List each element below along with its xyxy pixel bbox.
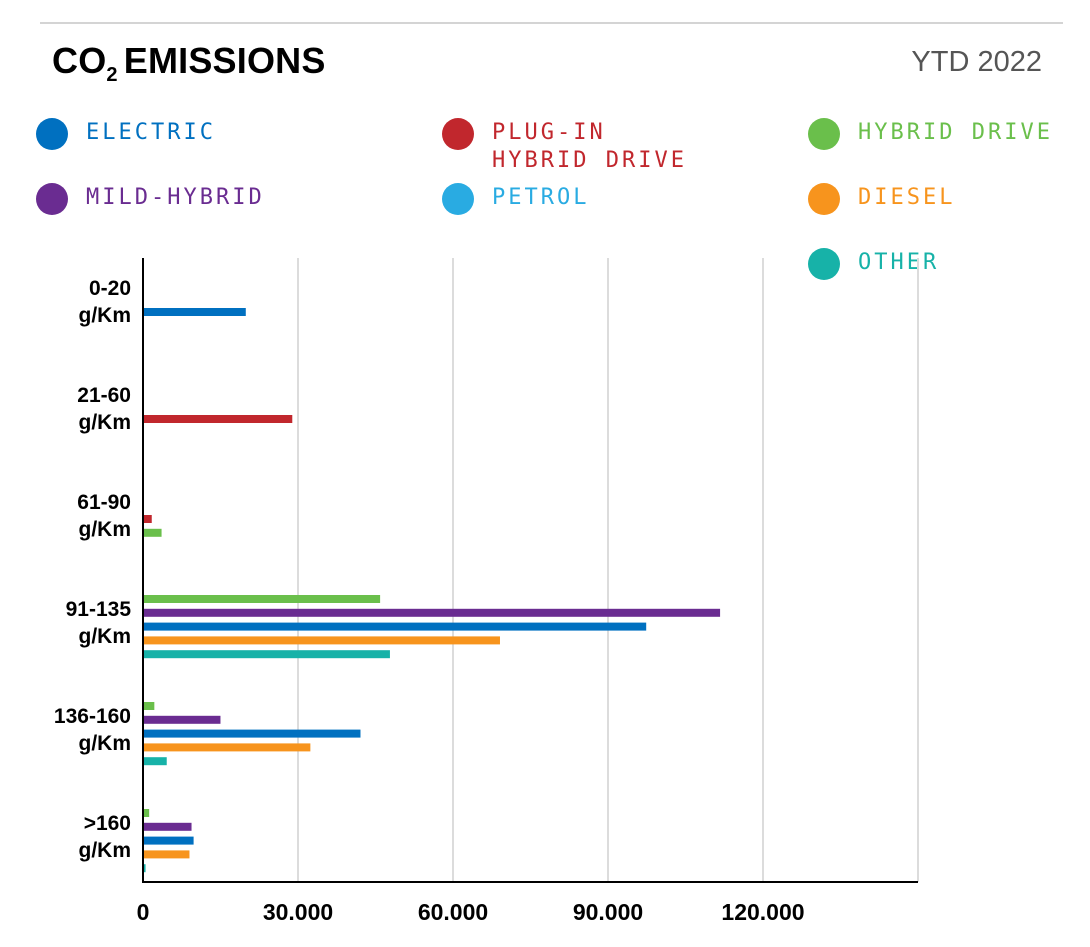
legend-label: OTHER: [858, 250, 940, 275]
legend-swatch: [808, 183, 840, 215]
bar: [144, 528, 162, 537]
title-subscript: 2: [106, 64, 118, 86]
y-category-label: >160: [84, 812, 131, 835]
bar: [144, 515, 152, 523]
bar: [144, 715, 221, 724]
x-tick-label: 120.000: [721, 899, 804, 925]
y-category-label: g/Km: [79, 732, 132, 755]
bar: [144, 836, 194, 845]
bar: [144, 822, 192, 831]
bar: [144, 743, 311, 752]
legend-label: ELECTRIC: [86, 120, 216, 145]
legend-swatch: [442, 118, 474, 150]
legend-item: MILD-HYBRID: [36, 183, 265, 215]
x-tick-label: 30.000: [263, 899, 333, 925]
top-divider: [40, 22, 1063, 24]
y-category-label: g/Km: [79, 625, 132, 648]
legend-item: ELECTRIC: [36, 118, 216, 150]
legend-swatch: [442, 183, 474, 215]
x-tick-label: 0: [137, 899, 150, 925]
bar: [144, 595, 381, 603]
legend-item: PETROL: [442, 183, 589, 215]
bar: [144, 650, 390, 659]
legend-label: DIESEL: [858, 185, 956, 210]
legend-swatch: [808, 118, 840, 150]
legend-item: DIESEL: [808, 183, 955, 215]
legend-label: PETROL: [492, 185, 590, 210]
y-category-label: 21-60: [77, 384, 131, 407]
legend-swatch: [36, 118, 68, 150]
bar: [144, 864, 146, 873]
period-label: YTD 2022: [911, 46, 1042, 78]
bar: [144, 636, 500, 645]
bar: [144, 757, 167, 766]
y-category-label: g/Km: [79, 839, 132, 862]
bar: [144, 702, 155, 710]
legend-item: OTHER: [808, 248, 939, 280]
bar: [144, 809, 150, 817]
legend-label: MILD-HYBRID: [86, 185, 265, 210]
y-category-label: g/Km: [79, 304, 132, 327]
y-category-label: g/Km: [79, 518, 132, 541]
chart-title: CO2 EMISSIONS: [52, 40, 326, 86]
y-category-label: 91-135: [66, 598, 132, 621]
y-category-label: g/Km: [79, 411, 132, 434]
legend-label: PLUG-IN HYBRID DRIVE: [492, 120, 687, 173]
y-category-label: 0-20: [89, 277, 131, 300]
legend-swatch: [808, 248, 840, 280]
bar: [144, 850, 190, 859]
bar: [144, 729, 361, 738]
y-category-label: 136-160: [54, 705, 131, 728]
legend-item: PLUG-IN HYBRID DRIVE: [442, 118, 687, 175]
y-category-label: 61-90: [77, 491, 131, 514]
bar: [144, 308, 246, 316]
x-tick-label: 60.000: [418, 899, 488, 925]
bar: [144, 415, 293, 423]
legend-item: HYBRID DRIVE: [808, 118, 1053, 150]
legend-swatch: [36, 183, 68, 215]
legend-label: HYBRID DRIVE: [858, 120, 1053, 145]
bar: [144, 622, 647, 631]
x-tick-label: 90.000: [573, 899, 643, 925]
bar: [144, 608, 721, 617]
